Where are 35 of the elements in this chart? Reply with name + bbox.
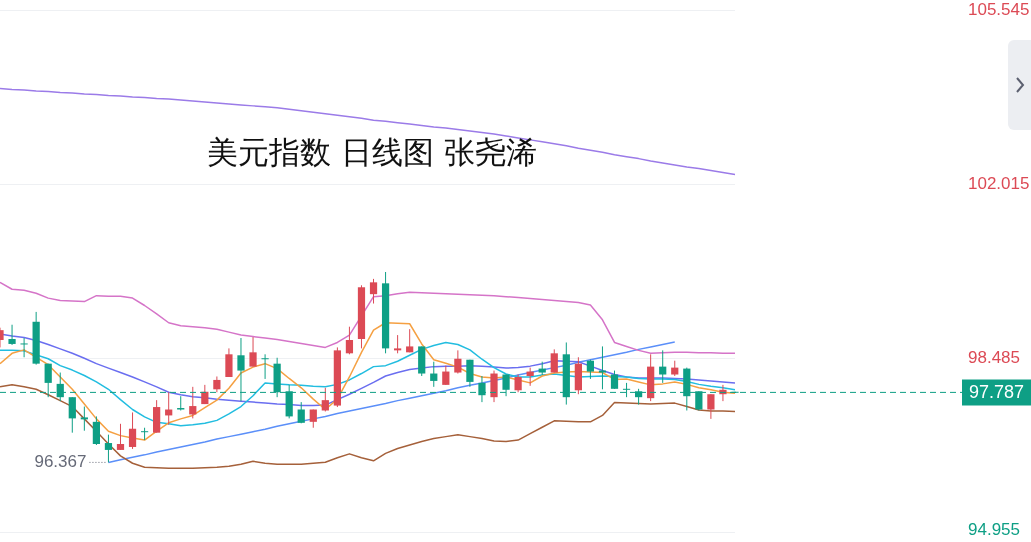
candlestick [586,359,595,380]
text: 美元指数 日线图 张尧浠 [207,134,537,171]
candlestick [659,349,667,384]
candlestick [68,396,76,434]
candlestick [140,427,149,441]
candlestick [261,353,269,380]
candlestick [116,423,125,451]
candlestick [8,324,16,346]
candlestick [104,434,113,463]
y-tick-label: 94.955 [968,519,1020,539]
candlestick [321,387,329,412]
candlestick [20,337,28,358]
annotation: 96.367 [34,452,87,472]
candlestick [598,345,607,390]
candlestick [610,370,619,390]
y-tick-label: 105.545 [968,0,1030,19]
candlestick [345,326,354,355]
candlestick [92,415,101,446]
candlestick [80,406,88,432]
candlestick [442,365,450,386]
candlestick [189,386,197,419]
candlestick [430,361,438,388]
y-tick-label: 98.485 [968,347,1020,367]
candlestick [707,393,715,420]
y-tick-label: 102.015 [968,173,1030,193]
ref-line-label: 97.787 [969,382,1025,403]
candlestick [249,336,257,368]
candlestick [550,348,558,374]
candlestick [490,370,498,403]
candlestick [394,334,402,354]
candlestick [128,411,137,450]
candlestick [454,349,462,375]
candlestick [369,278,378,305]
candlestick [466,359,474,388]
candlestick [225,347,233,378]
